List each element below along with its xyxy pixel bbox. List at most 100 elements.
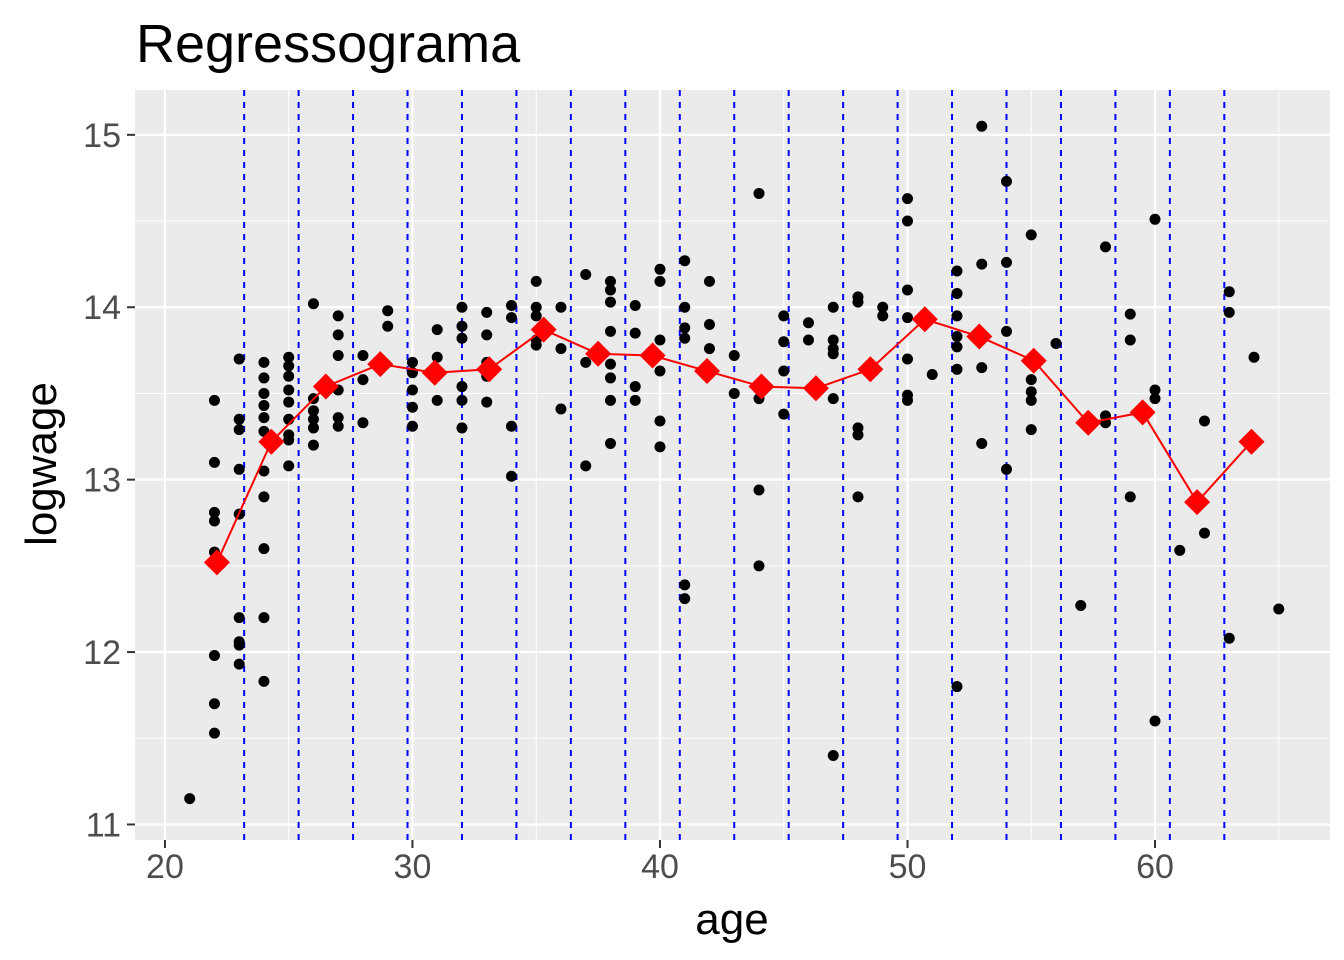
data-point: [1223, 632, 1235, 644]
data-point: [679, 255, 691, 267]
data-point: [703, 343, 715, 355]
data-point: [505, 312, 517, 324]
data-point: [1025, 386, 1037, 398]
regressogram-point: [857, 356, 884, 383]
data-point: [1050, 337, 1062, 349]
data-point: [283, 360, 295, 372]
data-point: [654, 334, 666, 346]
data-point: [1000, 325, 1012, 337]
data-point: [530, 339, 542, 351]
data-point: [1223, 286, 1235, 298]
regressogram-point: [203, 549, 230, 576]
data-point: [283, 370, 295, 382]
data-point: [1149, 213, 1161, 225]
data-point: [802, 334, 814, 346]
data-point: [580, 268, 592, 280]
regressogram-point: [966, 323, 993, 350]
data-point: [901, 193, 913, 205]
data-point: [382, 305, 394, 317]
regressogram-point: [1020, 347, 1047, 374]
data-point: [258, 387, 270, 399]
data-point: [505, 420, 517, 432]
data-point: [382, 320, 394, 332]
data-point: [976, 437, 988, 449]
data-point: [406, 420, 418, 432]
plot-panel: [135, 90, 1330, 840]
data-point: [1223, 306, 1235, 318]
regressogram-point: [312, 373, 339, 400]
data-point: [951, 331, 963, 343]
data-point: [1248, 351, 1260, 363]
x-tick-label: 40: [641, 848, 679, 886]
data-point: [1149, 384, 1161, 396]
data-point: [778, 408, 790, 420]
data-point: [1124, 308, 1136, 320]
data-point: [951, 681, 963, 693]
data-point: [629, 394, 641, 406]
data-point: [258, 543, 270, 555]
data-point: [258, 675, 270, 687]
data-point: [976, 362, 988, 374]
data-point: [481, 396, 493, 408]
regressogram-point: [748, 373, 775, 400]
data-point: [1100, 241, 1112, 253]
x-axis-label: age: [695, 895, 768, 944]
data-point: [679, 332, 691, 344]
data-point: [456, 381, 468, 393]
data-point: [307, 422, 319, 434]
data-point: [1025, 394, 1037, 406]
data-point: [827, 750, 839, 762]
data-point: [184, 793, 196, 805]
x-tick-label: 30: [394, 848, 432, 886]
data-point: [456, 422, 468, 434]
data-point: [555, 403, 567, 415]
data-point: [481, 306, 493, 318]
data-point: [1124, 334, 1136, 346]
data-point: [1025, 424, 1037, 436]
data-point: [728, 350, 740, 362]
regressogram-point: [1184, 489, 1211, 516]
data-point: [208, 394, 220, 406]
data-point: [629, 300, 641, 312]
data-point: [778, 336, 790, 348]
regressogram-point: [694, 358, 721, 385]
data-point: [357, 417, 369, 429]
regressogram-point: [530, 316, 557, 343]
regressogram-point: [802, 375, 829, 402]
data-point: [1124, 491, 1136, 503]
data-point: [1199, 415, 1211, 427]
data-point: [555, 343, 567, 355]
regressogram-point: [421, 359, 448, 386]
data-point: [703, 318, 715, 330]
data-point: [283, 434, 295, 446]
data-point: [357, 374, 369, 386]
data-point: [654, 263, 666, 275]
data-point: [283, 460, 295, 472]
data-point: [951, 265, 963, 277]
data-point: [654, 415, 666, 427]
data-point: [1025, 374, 1037, 386]
y-tick-label: 15: [83, 117, 121, 155]
data-point: [951, 310, 963, 322]
data-point: [629, 327, 641, 339]
data-point: [629, 381, 641, 393]
x-tick-label: 60: [1136, 848, 1174, 886]
data-point: [753, 484, 765, 496]
data-point: [976, 120, 988, 132]
regressogram-point: [258, 428, 285, 455]
data-point: [753, 560, 765, 572]
data-point: [604, 372, 616, 384]
data-point: [283, 384, 295, 396]
data-point: [679, 593, 691, 605]
data-point: [1199, 527, 1211, 539]
data-point: [530, 275, 542, 287]
data-point: [778, 365, 790, 377]
data-point: [233, 413, 245, 425]
regressogram-point: [585, 340, 612, 367]
data-point: [208, 650, 220, 662]
regressogram-point: [1238, 428, 1265, 455]
x-tick-label: 50: [889, 848, 927, 886]
data-point: [431, 324, 443, 336]
data-point: [208, 515, 220, 527]
